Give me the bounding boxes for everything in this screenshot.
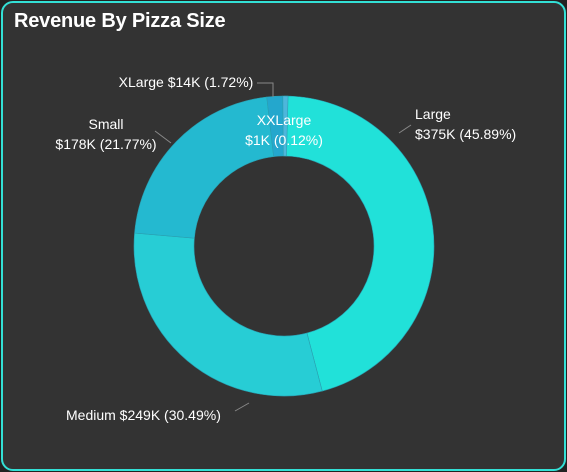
data-label-large-line1: Large [415,106,451,122]
data-label-xxlarge-line1: XXLarge [257,112,312,128]
slice-large[interactable] [283,95,435,392]
leader-line-large [398,124,412,134]
slice-xxlarge[interactable] [282,95,289,157]
data-label-small-line2: $178K (21.77%) [55,136,156,152]
data-label-xxlarge-line2: $1K (0.12%) [245,132,323,148]
leader-line-medium [234,402,250,412]
chart-title: Revenue By Pizza Size [14,10,226,32]
data-label-medium: Medium $249K (30.49%) [66,407,221,423]
leader-line-small [154,130,172,144]
data-label-large-line2: $375K (45.89%) [415,126,516,142]
slice-small[interactable] [134,96,274,239]
data-label-xlarge: XLarge $14K (1.72%) [119,74,254,90]
slice-medium[interactable] [133,232,323,397]
data-label-small-line1: Small [88,116,123,132]
leader-line-xlarge [257,82,274,97]
donut-chart: Large $375K (45.89%) Medium $249K (30.49%)… [55,74,516,423]
